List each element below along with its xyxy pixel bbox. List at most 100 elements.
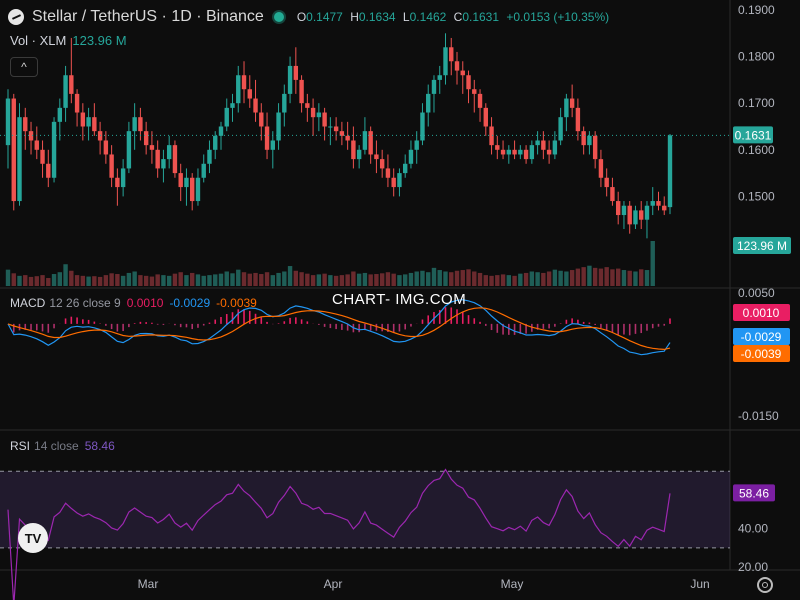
candle	[535, 140, 540, 146]
volume-bar	[362, 272, 368, 286]
volume-bar	[443, 271, 448, 286]
candle	[172, 145, 178, 174]
time-tick-label: Mar	[138, 577, 159, 591]
candle	[299, 79, 304, 104]
candle	[466, 75, 471, 90]
candle	[368, 131, 373, 155]
macd-legend[interactable]: MACD 12 26 close 9 0.0010 -0.0029 -0.0039	[10, 296, 257, 310]
candle	[385, 168, 391, 178]
candle	[426, 93, 431, 113]
candle	[195, 177, 201, 202]
candle	[506, 149, 512, 155]
volume-bar	[615, 268, 621, 286]
macd-value-tag	[733, 328, 790, 345]
volume-bar	[598, 268, 604, 286]
candle	[138, 117, 143, 132]
volume-bar	[276, 272, 281, 286]
market-status-icon	[273, 12, 284, 22]
volume-bar	[564, 271, 569, 286]
volume-bar	[454, 270, 460, 286]
tradingview-logo-icon[interactable]: TV	[18, 523, 48, 553]
candle	[264, 126, 270, 150]
candle	[86, 117, 91, 127]
volume-legend-value: 123.96 M	[72, 33, 127, 48]
candle	[109, 154, 114, 178]
macd-value-tag	[733, 345, 790, 362]
candle	[5, 98, 11, 146]
candle	[184, 177, 189, 188]
volume-bar	[374, 274, 379, 286]
candle	[230, 103, 235, 108]
candle	[310, 107, 316, 118]
volume-bar	[86, 276, 91, 286]
candle	[63, 75, 68, 108]
volume-legend[interactable]: Vol · XLM 123.96 M	[10, 33, 127, 48]
candle	[443, 47, 448, 76]
candle	[552, 140, 558, 155]
candle	[166, 145, 172, 160]
candle	[500, 149, 506, 155]
volume-bar	[126, 272, 132, 286]
volume-bar	[391, 273, 396, 286]
volume-bar	[414, 271, 419, 286]
volume-bar	[397, 275, 402, 286]
volume-bar	[592, 267, 598, 286]
candle	[650, 201, 655, 206]
volume-bar	[80, 275, 86, 286]
candle	[11, 98, 16, 202]
volume-bar	[253, 272, 258, 286]
volume-bar	[558, 270, 563, 286]
candle	[575, 107, 581, 132]
volume-bar	[351, 271, 356, 286]
volume-bar	[230, 273, 235, 286]
volume-bar	[34, 276, 39, 286]
volume-bar	[299, 272, 304, 286]
high-value: 0.1634	[358, 10, 396, 24]
rsi-value-tag	[733, 484, 775, 502]
time-tick-label: May	[501, 577, 524, 591]
volume-bar	[57, 272, 63, 286]
candle	[190, 177, 195, 202]
rsi-line	[7, 468, 671, 600]
candle	[529, 145, 535, 160]
volume-bar	[420, 270, 425, 286]
volume-bar	[546, 271, 552, 286]
candle	[460, 70, 465, 76]
volume-bar	[195, 274, 201, 286]
candle	[610, 187, 615, 202]
candle	[74, 93, 80, 113]
volume-bar	[477, 272, 483, 286]
volume-bar	[92, 276, 97, 286]
candle	[322, 112, 327, 127]
volume-bar	[426, 272, 431, 286]
candle	[604, 177, 609, 188]
volume-bar	[385, 272, 391, 286]
volume-bar	[46, 278, 51, 286]
volume-bar	[627, 270, 632, 286]
volume-legend-label: Vol · XLM	[10, 33, 67, 48]
gear-icon[interactable]	[757, 577, 773, 593]
volume-bar	[523, 272, 529, 286]
volume-bar	[11, 273, 16, 286]
macd-value-tag-label: 0.0010	[743, 306, 780, 320]
candle	[362, 131, 368, 150]
symbol-title[interactable]: Stellar / TetherUS · 1D · Binance	[32, 8, 264, 25]
macd-tick-label: -0.0150	[738, 409, 779, 423]
volume-bar	[17, 275, 22, 286]
volume-bar	[489, 275, 494, 286]
volume-bar	[247, 273, 252, 286]
candle	[155, 149, 160, 169]
candle	[241, 75, 247, 90]
rsi-value-tag-label: 58.46	[739, 486, 769, 500]
volume-bar	[293, 270, 299, 286]
rsi-band	[0, 471, 730, 548]
macd-signal-value: -0.0039	[216, 296, 257, 310]
volume-bar	[431, 267, 437, 286]
candle	[103, 140, 109, 155]
candle	[51, 121, 57, 178]
rsi-legend[interactable]: RSI 14 close 58.46	[10, 439, 115, 453]
collapse-legend-button[interactable]: ^	[10, 57, 38, 77]
candle	[639, 210, 644, 220]
volume-bar	[466, 269, 471, 286]
